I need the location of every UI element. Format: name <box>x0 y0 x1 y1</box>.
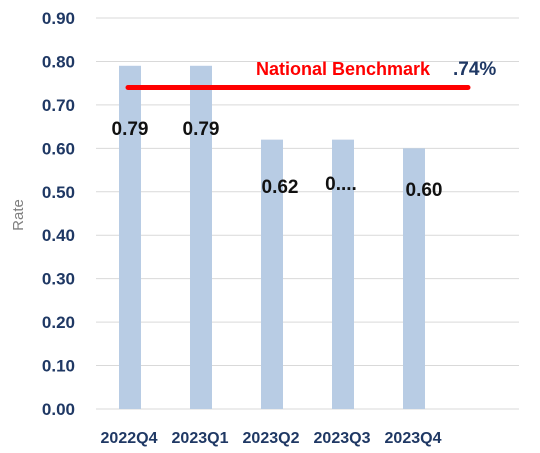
bar <box>403 148 425 410</box>
data-labels: 0.79 0.79 0.62 0.... 0.60 <box>112 119 443 201</box>
y-tick-label: 0.20 <box>42 313 75 332</box>
data-label: 0.79 <box>183 119 220 140</box>
data-label: 0.60 <box>406 180 443 201</box>
bars <box>119 65 425 410</box>
y-tick-label: 0.30 <box>42 270 75 289</box>
benchmark-group: National Benchmark .74% <box>125 59 496 91</box>
y-tick-label: 0.70 <box>42 96 75 115</box>
x-tick-label: 2023Q1 <box>172 430 229 447</box>
y-tick-label: 0.90 <box>42 9 75 28</box>
benchmark-label: National Benchmark <box>256 59 431 79</box>
x-tick-label: 2023Q2 <box>243 430 300 447</box>
y-tick-label: 0.10 <box>42 357 75 376</box>
bar <box>332 139 354 409</box>
y-tick-label: 0.60 <box>42 139 75 158</box>
data-label: 0.62 <box>262 177 299 198</box>
y-tick-label: 0.40 <box>42 226 75 245</box>
x-axis-ticks: 2022Q4 2023Q1 2023Q2 2023Q3 2023Q4 <box>101 430 442 447</box>
bar <box>119 65 141 410</box>
x-tick-label: 2023Q3 <box>314 430 371 447</box>
y-tick-label: 0.50 <box>42 183 75 202</box>
data-label: 0.79 <box>112 119 149 140</box>
bar <box>190 65 212 410</box>
x-tick-label: 2022Q4 <box>101 430 158 447</box>
bar <box>261 139 283 409</box>
gridlines <box>96 17 519 410</box>
benchmark-value-label: .74% <box>453 59 496 80</box>
x-tick-label: 2023Q4 <box>385 430 442 447</box>
data-label: 0.... <box>325 174 357 195</box>
y-axis-ticks: 0.00 0.10 0.20 0.30 0.40 0.50 0.60 0.70 0.80 0.90 <box>42 9 75 419</box>
y-axis-label: Rate <box>10 199 27 231</box>
y-tick-label: 0.80 <box>42 52 75 71</box>
y-tick-label: 0.00 <box>42 400 75 419</box>
